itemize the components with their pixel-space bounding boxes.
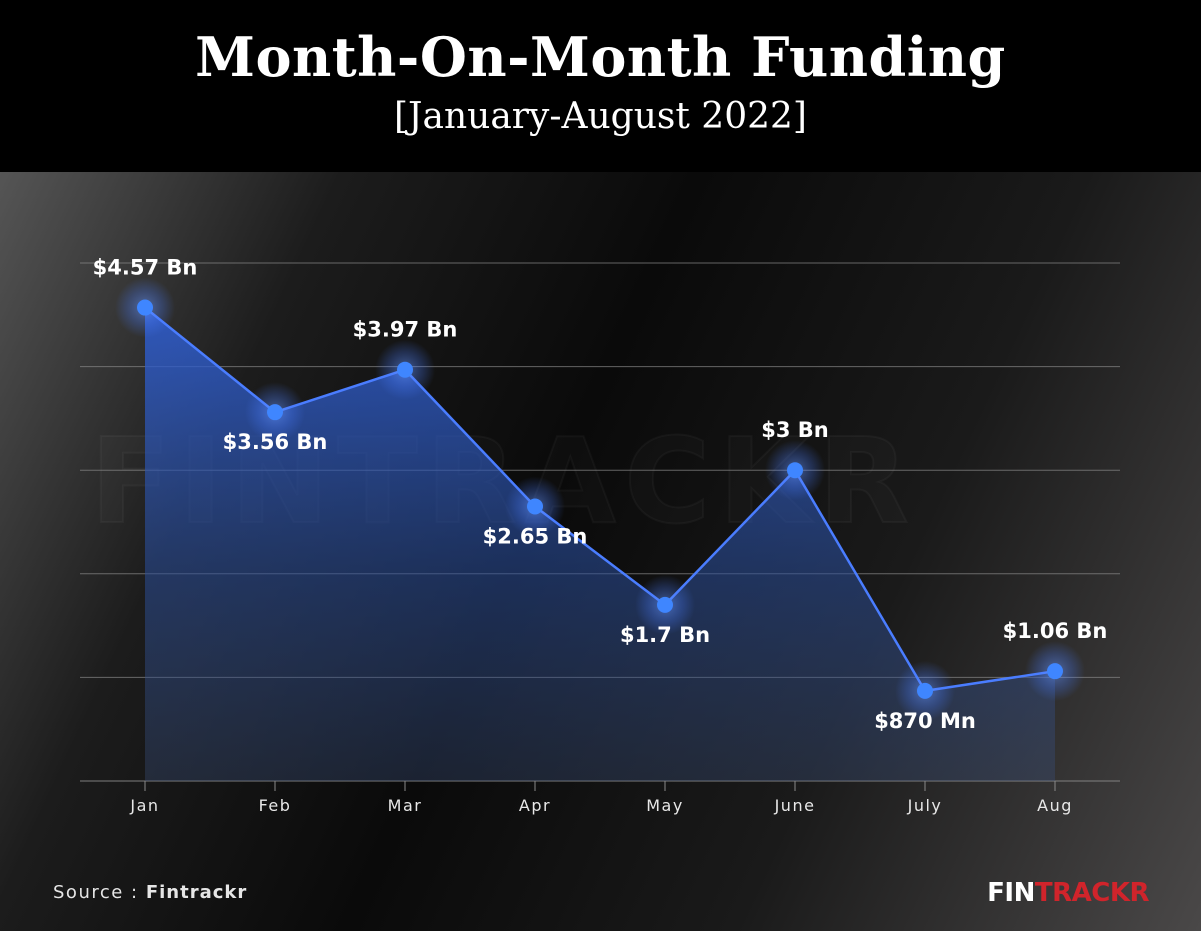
chart-title: Month-On-Month Funding bbox=[195, 25, 1006, 89]
data-point bbox=[917, 682, 933, 699]
data-point bbox=[1047, 663, 1063, 680]
x-tick-label: Apr bbox=[519, 796, 551, 815]
data-point bbox=[657, 596, 673, 613]
source-name: Fintrackr bbox=[145, 882, 248, 903]
data-label: $3.56 Bn bbox=[223, 430, 328, 454]
x-axis-ticks: Jan Feb Mar Apr May June July Aug bbox=[129, 796, 1073, 815]
data-labels: $4.57 Bn $3.56 Bn $3.97 Bn $2.65 Bn $1.7 Bn $… bbox=[93, 256, 1108, 733]
data-point bbox=[137, 299, 153, 316]
brand-part2: TRACKR bbox=[1034, 878, 1150, 908]
x-tick-label: July bbox=[907, 796, 943, 815]
brand-logo: FINTRACKR bbox=[987, 878, 1149, 908]
data-label: $870 Mn bbox=[874, 709, 976, 733]
data-label: $4.57 Bn bbox=[93, 256, 198, 280]
data-label: $3.97 Bn bbox=[353, 318, 458, 342]
x-tick-label: June bbox=[774, 796, 816, 815]
area-fill bbox=[145, 307, 1055, 781]
data-label: $2.65 Bn bbox=[483, 524, 588, 548]
source-prefix: Source : bbox=[53, 882, 146, 903]
data-points bbox=[115, 277, 1085, 721]
data-point bbox=[787, 462, 803, 479]
x-tick-label: May bbox=[646, 796, 684, 815]
data-label: $3 Bn bbox=[761, 418, 829, 442]
data-point bbox=[267, 404, 283, 421]
header: Month-On-Month Funding [January-August 2… bbox=[0, 0, 1201, 172]
brand-part1: FIN bbox=[987, 878, 1035, 908]
x-tick-label: Feb bbox=[259, 796, 292, 815]
area-shape bbox=[145, 307, 1055, 781]
data-point bbox=[397, 361, 413, 378]
chart-subtitle: [January-August 2022] bbox=[394, 96, 807, 137]
x-tick-label: Aug bbox=[1037, 796, 1073, 815]
data-point bbox=[527, 498, 543, 515]
data-label: $1.7 Bn bbox=[620, 623, 710, 647]
x-tick-label: Jan bbox=[129, 796, 159, 815]
source-note: Source : Fintrackr bbox=[53, 882, 247, 903]
data-label: $1.06 Bn bbox=[1003, 619, 1108, 643]
x-tick-label: Mar bbox=[388, 796, 423, 815]
